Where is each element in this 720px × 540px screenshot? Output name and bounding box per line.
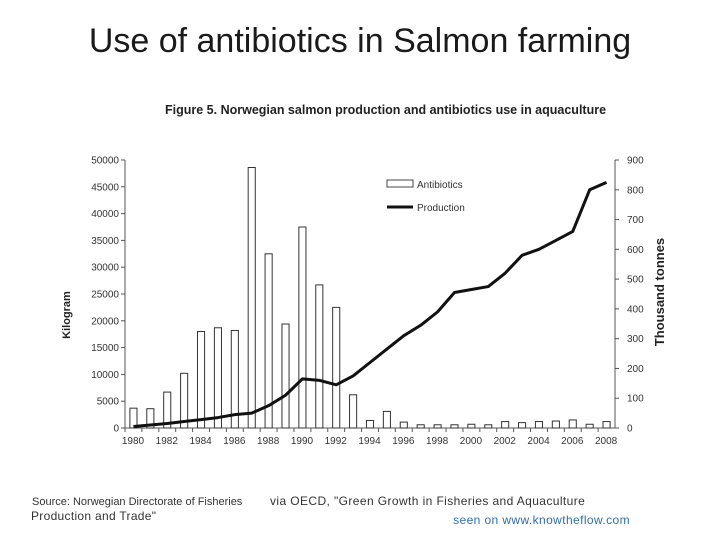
y-tick-label: 35000 <box>91 236 119 247</box>
legend-label-antibiotics: Antibiotics <box>417 180 463 191</box>
legend-swatch-antibiotics <box>386 179 414 188</box>
antibiotics-bar <box>247 167 256 429</box>
antibiotics-bars <box>129 167 611 429</box>
x-axis-ticks: 1980 1982 1984 1986 1988 1990 1992 1994 1996 1998… <box>122 428 618 447</box>
y-tick-label: 45000 <box>91 182 119 193</box>
y2-axis-ticks: 0 100 200 300 400 500 600 700 800 900 <box>615 156 644 435</box>
antibiotics-bar <box>196 331 206 429</box>
y2-tick-label: 500 <box>627 275 644 286</box>
antibiotics-bar <box>146 408 155 429</box>
antibiotics-bar <box>399 421 408 429</box>
y-tick-label: 40000 <box>91 209 119 220</box>
source-credit-continued: Production and Trade" <box>31 509 157 523</box>
y-axis-label: Kilogram <box>61 291 73 339</box>
seen-on-link[interactable]: seen on www.knowtheflow.com <box>453 513 630 527</box>
y2-tick-label: 900 <box>627 156 644 167</box>
antibiotics-bar <box>349 394 358 429</box>
antibiotics-bar <box>180 372 189 429</box>
figure-title: Figure 5. Norwegian salmon production an… <box>165 103 607 117</box>
antibiotics-bar <box>568 419 577 429</box>
x-tick-label: 1980 <box>122 436 145 447</box>
production-line <box>133 180 608 429</box>
y2-tick-label: 0 <box>627 424 633 435</box>
antibiotics-bar <box>433 424 442 429</box>
antibiotics-bar <box>129 407 138 429</box>
y2-tick-label: 400 <box>627 304 644 315</box>
y-tick-label: 25000 <box>91 290 119 301</box>
antibiotics-bar <box>534 421 544 429</box>
y-tick-label: 10000 <box>91 370 119 381</box>
antibiotics-bar <box>484 424 493 429</box>
x-tick-label: 1994 <box>358 436 381 447</box>
y2-tick-label: 100 <box>627 394 644 405</box>
x-tick-label: 1996 <box>392 436 415 447</box>
x-tick-label: 2000 <box>460 436 483 447</box>
y-tick-label: 5000 <box>97 397 120 408</box>
antibiotics-bar <box>281 323 290 429</box>
via-credit: via OECD, "Green Growth in Fisheries and… <box>270 494 586 508</box>
antibiotics-bar <box>518 422 527 429</box>
y2-tick-label: 200 <box>627 364 644 375</box>
antibiotics-bar <box>213 327 222 429</box>
antibiotics-bar <box>467 423 476 429</box>
x-tick-label: 2004 <box>527 436 550 447</box>
y2-axis-label: Thousand tonnes <box>652 238 667 346</box>
y-tick-label: 20000 <box>91 316 119 327</box>
x-tick-label: 1982 <box>156 436 179 447</box>
x-tick-label: 1984 <box>189 436 212 447</box>
x-tick-label: 1988 <box>257 436 280 447</box>
antibiotics-bar <box>382 410 391 429</box>
antibiotics-bar <box>501 421 510 429</box>
x-tick-label: 1990 <box>291 436 314 447</box>
source-credit: Source: Norwegian Directorate of Fisheri… <box>32 496 243 508</box>
y-tick-label: 50000 <box>91 156 119 167</box>
y2-tick-label: 700 <box>627 215 644 226</box>
y-tick-label: 15000 <box>91 343 119 354</box>
legend: Antibiotics Production <box>386 179 465 214</box>
antibiotics-bar <box>315 284 324 429</box>
y-tick-label: 30000 <box>91 263 119 274</box>
antibiotics-bar <box>450 424 459 429</box>
antibiotics-bar <box>551 420 560 429</box>
antibiotics-bar <box>332 306 341 429</box>
x-tick-label: 1998 <box>426 436 449 447</box>
legend-label-production: Production <box>417 203 465 214</box>
x-tick-label: 1986 <box>223 436 246 447</box>
antibiotics-bar <box>264 253 273 429</box>
y-axis-ticks: 0 5000 10000 15000 20000 25000 30000 35000 40000… <box>91 156 125 435</box>
x-tick-label: 2002 <box>494 436 517 447</box>
antibiotics-bar <box>365 419 375 429</box>
antibiotics-bar <box>602 421 611 429</box>
slide-title: Use of antibiotics in Salmon farming <box>88 22 632 60</box>
antibiotics-bar <box>298 226 307 429</box>
y-tick-label: 0 <box>113 424 119 435</box>
antibiotics-bar <box>230 329 239 429</box>
x-tick-label: 1992 <box>325 436 348 447</box>
y2-tick-label: 300 <box>627 334 644 345</box>
production-series-line <box>133 180 608 429</box>
antibiotics-bar <box>163 391 172 429</box>
antibiotics-bar <box>585 423 594 429</box>
y2-tick-label: 600 <box>627 245 644 256</box>
x-tick-label: 2008 <box>595 436 618 447</box>
y2-tick-label: 800 <box>627 185 644 196</box>
x-tick-label: 2006 <box>561 436 584 447</box>
antibiotics-bar <box>416 424 425 429</box>
